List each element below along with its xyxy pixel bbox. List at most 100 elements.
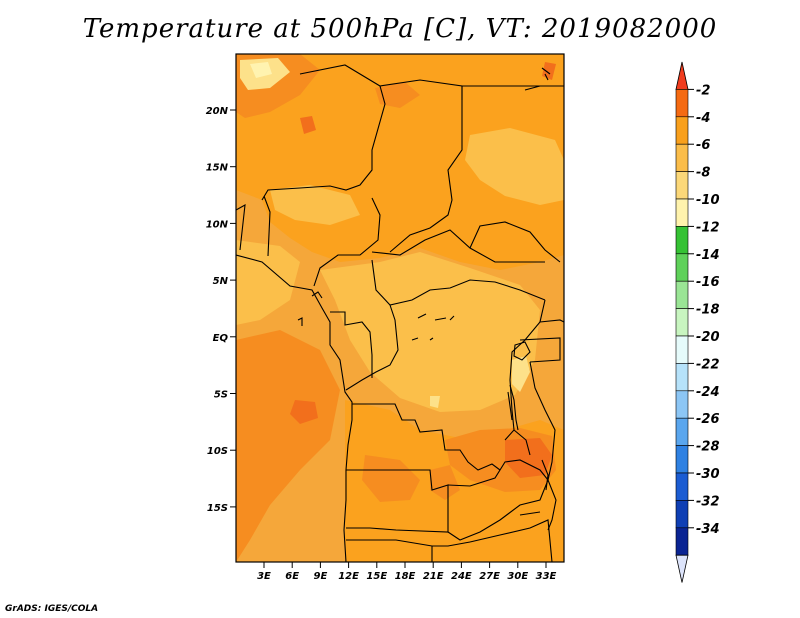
colorbar: -2 -4 -6 -8 -10 -12 -14 -16 -18 -20 -22 -24 -26 -28 -3… — [675, 61, 720, 583]
colorbar-label: -4 — [696, 111, 710, 126]
colorbar-label: -18 — [696, 303, 720, 318]
field-region-warmest-2 — [290, 400, 318, 424]
border-car-south — [371, 259, 546, 306]
colorbar-swatch — [675, 89, 689, 118]
lat-tick-label: 20N — [206, 106, 229, 117]
colorbar-label: -14 — [696, 248, 720, 263]
colorbar-swatch — [675, 171, 689, 200]
lon-tick-label: 3E — [257, 571, 271, 582]
lat-tick-label: 15N — [206, 163, 229, 174]
colorbar-label: -24 — [696, 385, 720, 400]
colorbar-label: -2 — [696, 83, 710, 98]
colorbar-swatch — [675, 116, 689, 145]
colorbar-label: -30 — [696, 467, 720, 482]
colorbar-label: -34 — [696, 522, 720, 537]
border-togo — [236, 204, 246, 251]
field-region-warm-ocean — [236, 330, 340, 562]
congo-river-marks — [411, 313, 455, 341]
border-niger-chad — [261, 85, 386, 201]
lake-kariba — [519, 511, 541, 516]
colorbar-bottom-arrow — [675, 554, 689, 583]
border-car-north — [371, 229, 545, 263]
colorbar-swatch — [675, 445, 689, 474]
colorbar-label: -26 — [696, 412, 720, 427]
lat-tick-label: EQ — [213, 333, 229, 344]
latitude-axis: 20N 15N 10N 5N EQ 5S 10S 15S — [206, 106, 236, 514]
colorbar-label: -20 — [696, 330, 720, 345]
colorbar-label: -22 — [696, 357, 720, 372]
field-region-warm-zambia — [430, 465, 460, 500]
lat-tick-label: 15S — [207, 503, 228, 514]
lon-tick-label: 24E — [451, 571, 472, 582]
colorbar-swatch — [675, 500, 689, 529]
lat-tick-label: 5S — [214, 390, 228, 401]
colorbar-swatch — [675, 390, 689, 419]
border-nigeria-benin — [263, 195, 271, 257]
field-region-palest — [250, 62, 272, 78]
colorbar-label: -16 — [696, 275, 720, 290]
colorbar-swatch — [675, 143, 689, 172]
temperature-field — [236, 54, 564, 562]
colorbar-swatch — [675, 527, 689, 556]
lon-tick-label: 6E — [285, 571, 299, 582]
lat-tick-label: 5N — [213, 276, 229, 287]
colorbar-swatch — [675, 253, 689, 282]
colorbar-swatch — [675, 335, 689, 364]
field-region-cool-north — [270, 185, 360, 225]
map-frame — [235, 53, 565, 563]
lake-malawi — [541, 459, 549, 491]
lake-tanganyika — [507, 384, 519, 431]
colorbar-swatch — [675, 280, 689, 309]
colorbar-swatch — [675, 308, 689, 337]
border-south-sudan — [469, 221, 561, 263]
field-region-warm-north-patch — [375, 82, 420, 108]
border-congo-drc — [345, 304, 399, 391]
coastline-gulf-islands — [297, 291, 323, 326]
border-malawi-mozambique — [513, 429, 557, 531]
border-zimbabwe — [469, 519, 553, 562]
longitude-axis: 3E 6E 9E 12E 15E 18E 21E 24E 27E 30E 33E — [257, 562, 557, 582]
border-namibia — [346, 539, 471, 562]
border-gabon-congo — [330, 311, 373, 378]
colorbar-label: -8 — [696, 166, 710, 181]
lat-tick-label: 10S — [207, 446, 228, 457]
lon-tick-label: 21E — [423, 571, 444, 582]
colorbar-label: -28 — [696, 440, 720, 455]
colorbar-swatch — [675, 417, 689, 446]
lake-victoria — [513, 341, 531, 361]
border-nigeria-cameroon — [313, 197, 381, 287]
lat-tick-label: 10N — [206, 219, 229, 230]
colorbar-swatch — [675, 472, 689, 501]
lon-tick-label: 12E — [338, 571, 359, 582]
border-chad-sudan — [389, 86, 463, 253]
lon-tick-label: 9E — [314, 571, 328, 582]
lon-tick-label: 15E — [366, 571, 387, 582]
field-region-warmest-1 — [505, 438, 552, 478]
nile-red-sea-marks — [524, 67, 551, 91]
colorbar-label: -10 — [696, 193, 720, 208]
lon-tick-label: 18E — [395, 571, 416, 582]
field-region-coolest-lakes — [512, 356, 530, 392]
grads-credit: GrADS: IGES/COLA — [5, 604, 99, 614]
colorbar-top-arrow — [675, 61, 689, 90]
lon-tick-label: 27E — [479, 571, 500, 582]
border-angola-drc — [352, 403, 501, 471]
colorbar-label: -32 — [696, 494, 720, 509]
field-region-warm-angola — [362, 455, 420, 502]
field-region-cool-sudan — [465, 128, 564, 205]
colorbar-swatch — [675, 198, 689, 227]
field-region-coolest-congo — [430, 396, 440, 408]
political-boundaries — [236, 64, 564, 562]
lon-tick-label: 33E — [536, 571, 557, 582]
colorbar-label: -6 — [696, 138, 710, 153]
border-drc-east — [504, 299, 546, 441]
border-angola-south — [346, 469, 449, 533]
colorbar-label: -12 — [696, 220, 720, 235]
colorbar-swatch — [675, 226, 689, 255]
border-tanzania — [529, 361, 556, 481]
map-title: Temperature at 500hPa [C], VT: 201908200… — [82, 14, 718, 44]
lon-tick-label: 30E — [507, 571, 528, 582]
field-region-cool-west — [236, 240, 300, 325]
coastline-west-africa — [236, 254, 353, 562]
